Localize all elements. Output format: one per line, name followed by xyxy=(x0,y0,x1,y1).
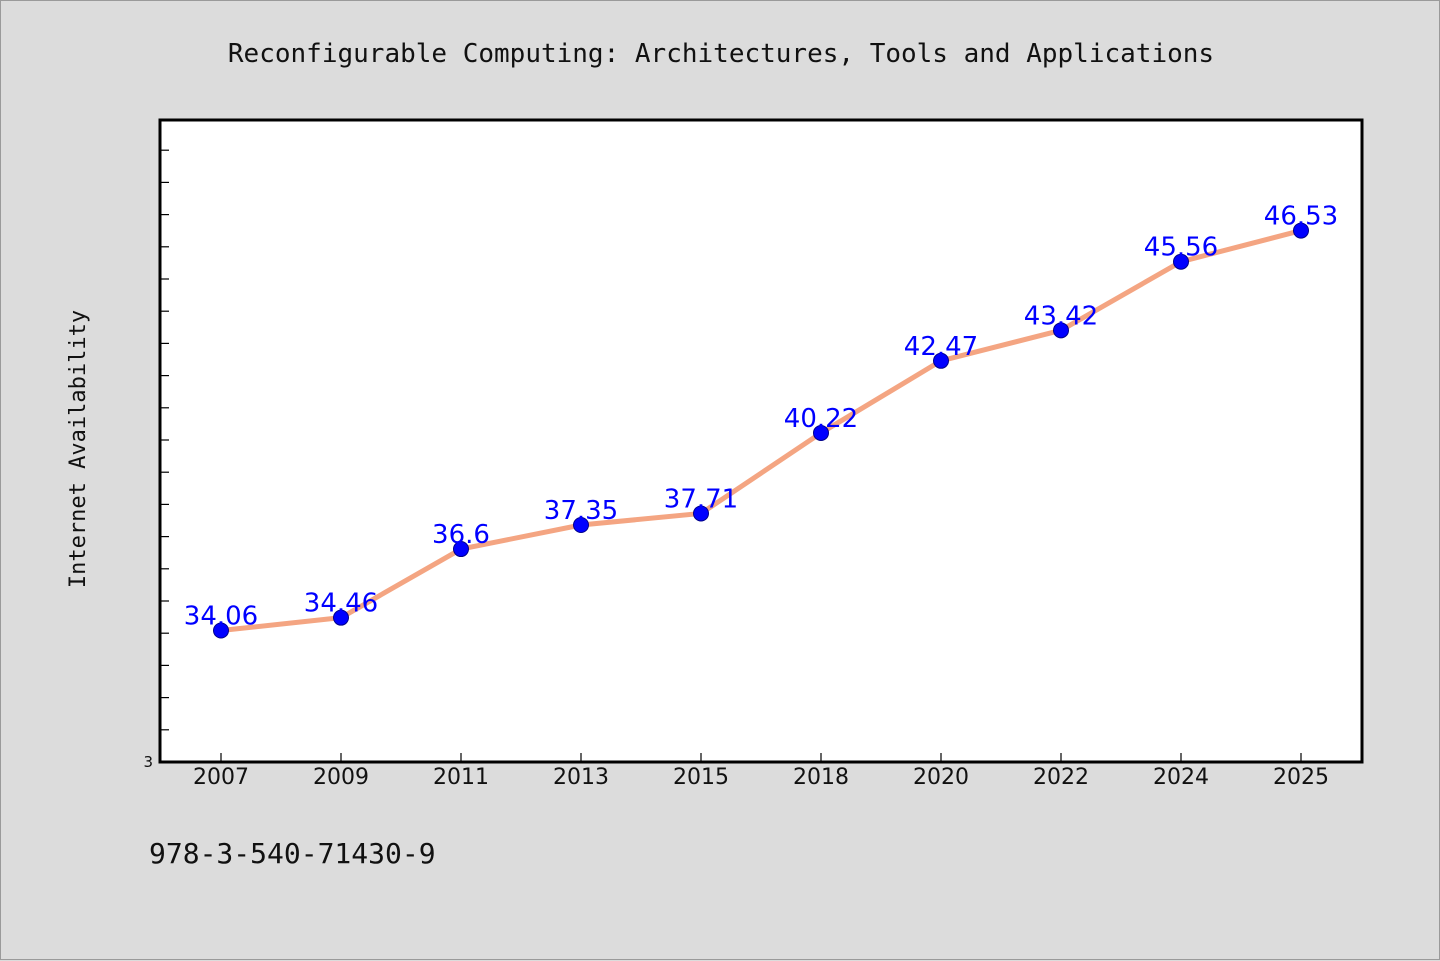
data-label-2011: 36.6 xyxy=(432,520,490,550)
x-tick-label-2022: 2022 xyxy=(1033,765,1089,790)
data-labels: 34.06 34.46 36.6 37.35 37.71 40.22 42.47 43.42 4… xyxy=(184,202,1338,632)
x-tick-label-2011: 2011 xyxy=(433,765,489,790)
data-point-2011 xyxy=(453,541,469,558)
data-point-2009 xyxy=(333,609,349,626)
x-tick-label-2013: 2013 xyxy=(553,765,609,790)
data-label-2022: 43.42 xyxy=(1024,301,1098,331)
x-tick-label-2007: 2007 xyxy=(193,765,249,790)
x-tick-label-2025: 2025 xyxy=(1273,765,1329,790)
data-point-2020 xyxy=(933,352,949,369)
chart-title: Reconfigurable Computing: Architectures,… xyxy=(228,39,1214,69)
data-markers xyxy=(213,222,1309,639)
x-tick-label-2024: 2024 xyxy=(1153,765,1209,790)
x-axis-ticks xyxy=(220,753,1302,762)
data-label-2020: 42.47 xyxy=(904,332,978,362)
data-point-2007 xyxy=(213,622,229,639)
x-tick-label-2015: 2015 xyxy=(673,765,729,790)
data-point-2024 xyxy=(1173,253,1189,270)
data-label-2007: 34.06 xyxy=(184,602,258,632)
data-label-2018: 40.22 xyxy=(784,404,858,434)
x-tick-label-2009: 2009 xyxy=(313,765,369,790)
data-point-2025 xyxy=(1293,222,1309,239)
isbn-footer: 978-3-540-71430-9 xyxy=(149,837,436,870)
y-tick-label-min: 3 xyxy=(143,753,153,771)
data-label-2025: 46.53 xyxy=(1264,202,1338,232)
data-point-2015 xyxy=(693,505,709,522)
data-point-2018 xyxy=(813,424,829,441)
y-axis-ticks xyxy=(160,149,169,763)
series-line xyxy=(218,228,1304,633)
data-label-2009: 34.46 xyxy=(304,589,378,619)
data-label-2024: 45.56 xyxy=(1144,233,1218,263)
plot-area xyxy=(158,118,1364,764)
x-tick-label-2020: 2020 xyxy=(913,765,969,790)
data-point-2022 xyxy=(1053,322,1069,339)
y-axis-label: Internet Availability xyxy=(66,310,91,588)
data-label-2015: 37.71 xyxy=(664,484,738,514)
data-point-2013 xyxy=(573,516,589,533)
x-axis-tick-labels: 2007 2009 2011 2013 2015 2018 2020 2022 2024 2025 xyxy=(193,765,1329,790)
data-label-2013: 37.35 xyxy=(544,496,618,526)
x-tick-label-2018: 2018 xyxy=(793,765,849,790)
